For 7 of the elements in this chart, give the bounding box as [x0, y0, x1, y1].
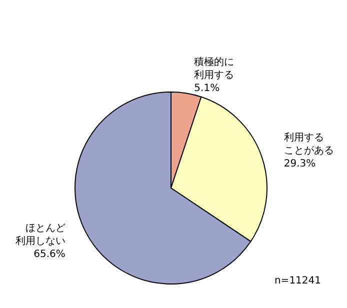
slice-label: 利用することがある [284, 132, 334, 157]
data-label: 65.6% [34, 249, 66, 260]
data-label: 5.1% [194, 82, 220, 94]
data-label: 29.3% [284, 158, 316, 170]
slice-label: 積極的に利用する [194, 56, 234, 81]
text: n=11241 [274, 276, 322, 286]
slice-label: ほとんど利用しない [15, 223, 66, 248]
